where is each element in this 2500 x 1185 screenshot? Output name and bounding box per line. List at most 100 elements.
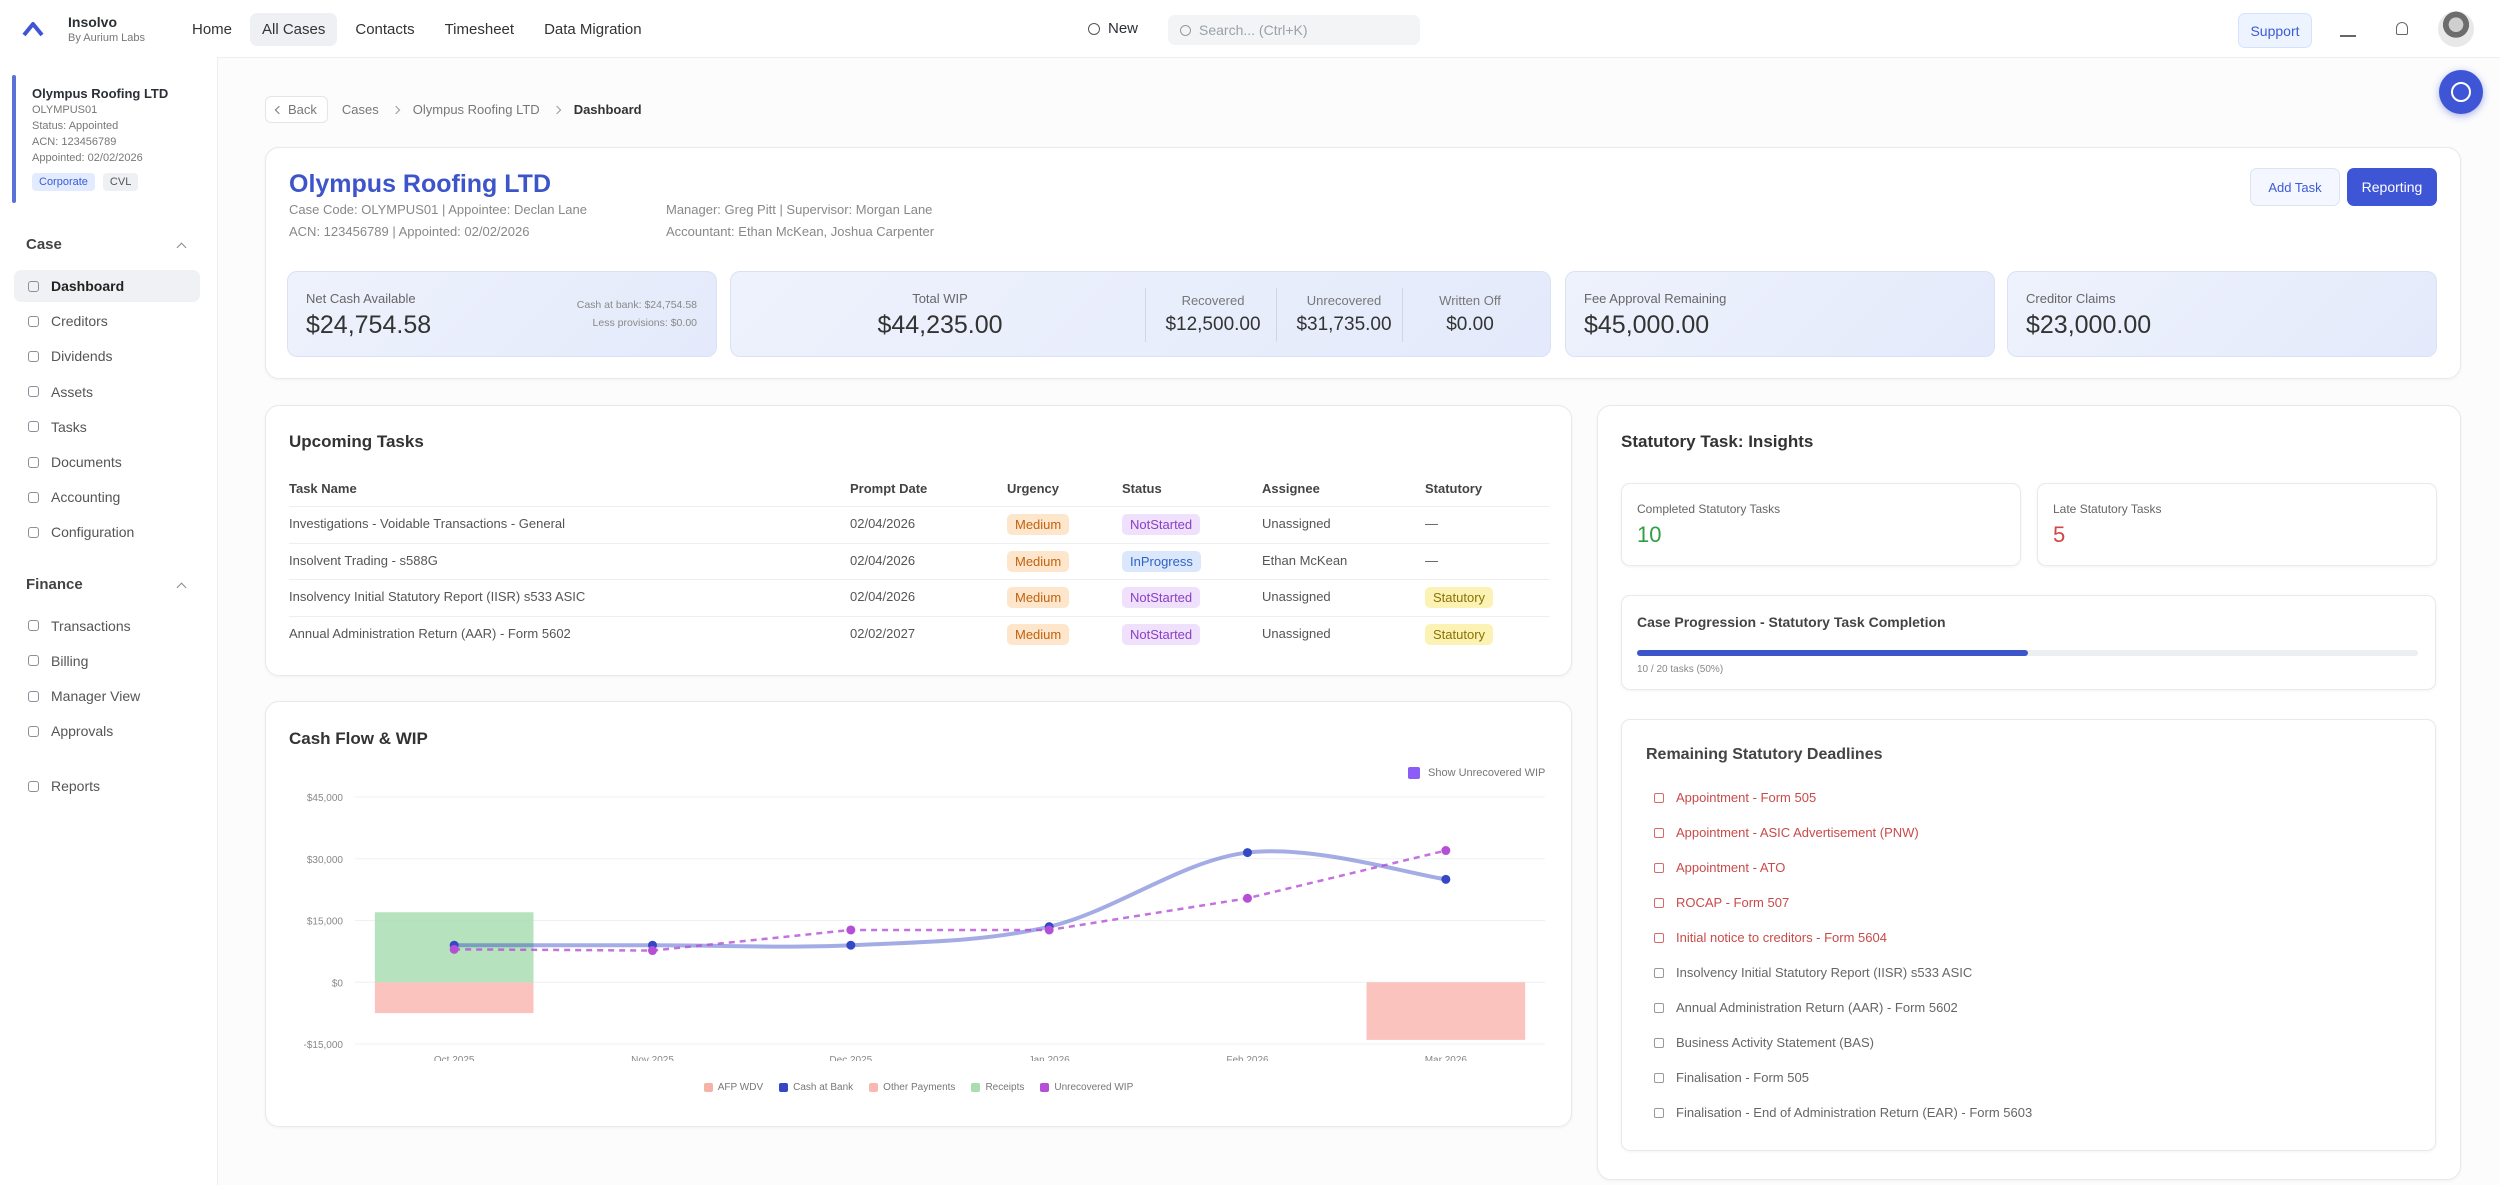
stat-subvalue: $12,500.00 xyxy=(1165,314,1261,335)
new-button[interactable]: New xyxy=(1088,20,1138,37)
legend-item[interactable]: Cash at Bank xyxy=(779,1082,853,1093)
sidebar-item[interactable]: Documents xyxy=(14,446,200,478)
deadline-item[interactable]: ROCAP - Form 507 xyxy=(1654,895,1789,910)
stat-sublabel: Written Off xyxy=(1439,293,1501,308)
deadlines-title: Remaining Statutory Deadlines xyxy=(1646,746,1883,763)
stat-note: Cash at bank: $24,754.58 xyxy=(576,299,697,311)
stat-label: Fee Approval Remaining xyxy=(1584,291,1727,306)
chart-toggle[interactable]: Show Unrecovered WIP xyxy=(1408,767,1545,779)
sidebar-item[interactable]: Creditors xyxy=(14,305,200,337)
x-tick-label: Nov 2025 xyxy=(631,1055,674,1061)
table-row-divider xyxy=(289,579,1549,580)
search-box[interactable]: Search... (Ctrl+K) xyxy=(1168,15,1420,45)
sidebar-item[interactable]: Billing xyxy=(14,645,200,677)
deadline-icon xyxy=(1654,1107,1664,1118)
deadline-item[interactable]: Business Activity Statement (BAS) xyxy=(1654,1035,1874,1050)
back-arrow xyxy=(274,105,284,114)
deadline-text: Business Activity Statement (BAS) xyxy=(1676,1035,1874,1050)
deadline-text: Initial notice to creditors - Form 5604 xyxy=(1676,930,1887,945)
deadline-icon xyxy=(1654,862,1664,873)
table-row-divider xyxy=(289,615,1549,617)
deadline-text: Insolvency Initial Statutory Report (IIS… xyxy=(1676,965,1973,980)
legend-item[interactable]: Receipts xyxy=(971,1082,1024,1093)
sidebar-item[interactable]: Configuration xyxy=(14,516,200,548)
table-badge: NotStarted xyxy=(1122,587,1201,608)
reporting-button[interactable]: Reporting xyxy=(2347,168,2437,206)
y-tick-label: $0 xyxy=(332,978,344,989)
stat-label: Total WIP xyxy=(912,291,968,306)
table-cell: 02/02/2027 xyxy=(850,625,916,641)
line xyxy=(454,849,1447,949)
insight-label: Late Statutory Tasks xyxy=(2053,502,2162,516)
table-header: Prompt Date xyxy=(850,481,928,496)
sidebar-item[interactable]: Tasks xyxy=(14,411,200,443)
avatar[interactable] xyxy=(2438,11,2474,47)
sidebar-label: Creditors xyxy=(51,313,108,330)
legend-item[interactable]: Other Payments xyxy=(869,1082,955,1093)
table-cell: Ethan McKean xyxy=(1262,552,1348,568)
table-cell: 02/04/2026 xyxy=(850,552,916,568)
legend-item[interactable]: Unrecovered WIP xyxy=(1040,1082,1133,1093)
progress-label: 10 / 20 tasks (50%) xyxy=(1637,664,1724,675)
deadline-item[interactable]: Insolvency Initial Statutory Report (IIS… xyxy=(1654,965,1972,980)
nav-item[interactable]: Home xyxy=(192,21,233,38)
sidebar-item[interactable]: Approvals xyxy=(14,715,200,747)
sidebar-item[interactable]: Transactions xyxy=(14,610,200,642)
deadline-item[interactable]: Initial notice to creditors - Form 5604 xyxy=(1654,930,1887,945)
section-title: Case xyxy=(26,236,62,253)
case-line: ACN: 123456789 | Appointed: 02/02/2026 xyxy=(289,224,530,239)
nav-item[interactable]: All Cases xyxy=(250,13,338,46)
back-button[interactable]: Back xyxy=(265,96,328,123)
sidebar-item[interactable]: Dividends xyxy=(14,340,200,372)
case-meta: OLYMPUS01 xyxy=(32,104,98,116)
card-title: Upcoming Tasks xyxy=(289,432,424,451)
deadline-text: ROCAP - Form 507 xyxy=(1676,895,1790,910)
point xyxy=(1441,874,1451,884)
legend-swatch xyxy=(779,1083,789,1092)
bell-icon[interactable] xyxy=(2396,22,2408,35)
breadcrumb-item[interactable]: Cases xyxy=(341,102,379,117)
toggle-checkbox[interactable] xyxy=(1408,767,1420,779)
nav-items: Home All Cases Contacts Timesheet Data Migra… xyxy=(180,13,654,46)
table-badge: Medium xyxy=(1007,514,1070,535)
add-task-button[interactable]: Add Task xyxy=(2250,168,2340,206)
timer-fab-icon[interactable] xyxy=(2451,82,2471,102)
sidebar-icon xyxy=(28,456,39,468)
breadcrumb-item[interactable]: Olympus Roofing LTD xyxy=(412,102,540,117)
sidebar-item[interactable]: Manager View xyxy=(14,680,200,712)
deadline-item[interactable]: Appointment - ASIC Advertisement (PNW) xyxy=(1654,825,1919,840)
stat-box xyxy=(730,271,1551,357)
deadline-text: Finalisation - Form 505 xyxy=(1676,1070,1809,1085)
bar xyxy=(374,982,534,1014)
stat-value: $44,235.00 xyxy=(877,311,1003,339)
y-tick-label: -$15,000 xyxy=(304,1040,344,1051)
stat-divider xyxy=(1145,288,1146,342)
nav-item[interactable]: Contacts xyxy=(355,21,415,38)
language-icon[interactable] xyxy=(2340,23,2356,37)
nav-item[interactable]: Timesheet xyxy=(444,21,515,38)
deadline-icon xyxy=(1654,792,1664,803)
breadcrumb-item: Dashboard xyxy=(573,102,642,117)
table-header: Urgency xyxy=(1007,481,1060,496)
deadlines-box xyxy=(1621,719,2436,1151)
case-tags: Corporate CVL xyxy=(32,173,139,191)
deadline-item[interactable]: Appointment - Form 505 xyxy=(1654,790,1816,805)
deadline-item[interactable]: Appointment - ATO xyxy=(1654,860,1785,875)
case-card-accent xyxy=(12,75,16,203)
table-header: Task Name xyxy=(289,481,357,496)
sidebar-item[interactable]: Assets xyxy=(14,376,200,408)
deadline-item[interactable]: Finalisation - Form 505 xyxy=(1654,1070,1809,1085)
sidebar-item[interactable]: Dashboard xyxy=(14,270,200,302)
logo[interactable] xyxy=(22,21,44,37)
legend-item[interactable]: AFP WDV xyxy=(703,1082,763,1093)
deadline-item[interactable]: Finalisation - End of Administration Ret… xyxy=(1654,1105,2032,1120)
table-badge: Medium xyxy=(1007,550,1070,572)
sidebar-item[interactable]: Accounting xyxy=(14,481,200,513)
nav-item[interactable]: Data Migration xyxy=(544,21,642,38)
table-cell: 02/04/2026 xyxy=(850,516,916,531)
legend-label: Other Payments xyxy=(883,1082,956,1093)
sidebar-item[interactable]: Reports xyxy=(14,770,200,802)
legend-swatch xyxy=(1040,1083,1050,1092)
support-button[interactable]: Support xyxy=(2238,13,2312,48)
deadline-item[interactable]: Annual Administration Return (AAR) - For… xyxy=(1654,1000,1958,1015)
